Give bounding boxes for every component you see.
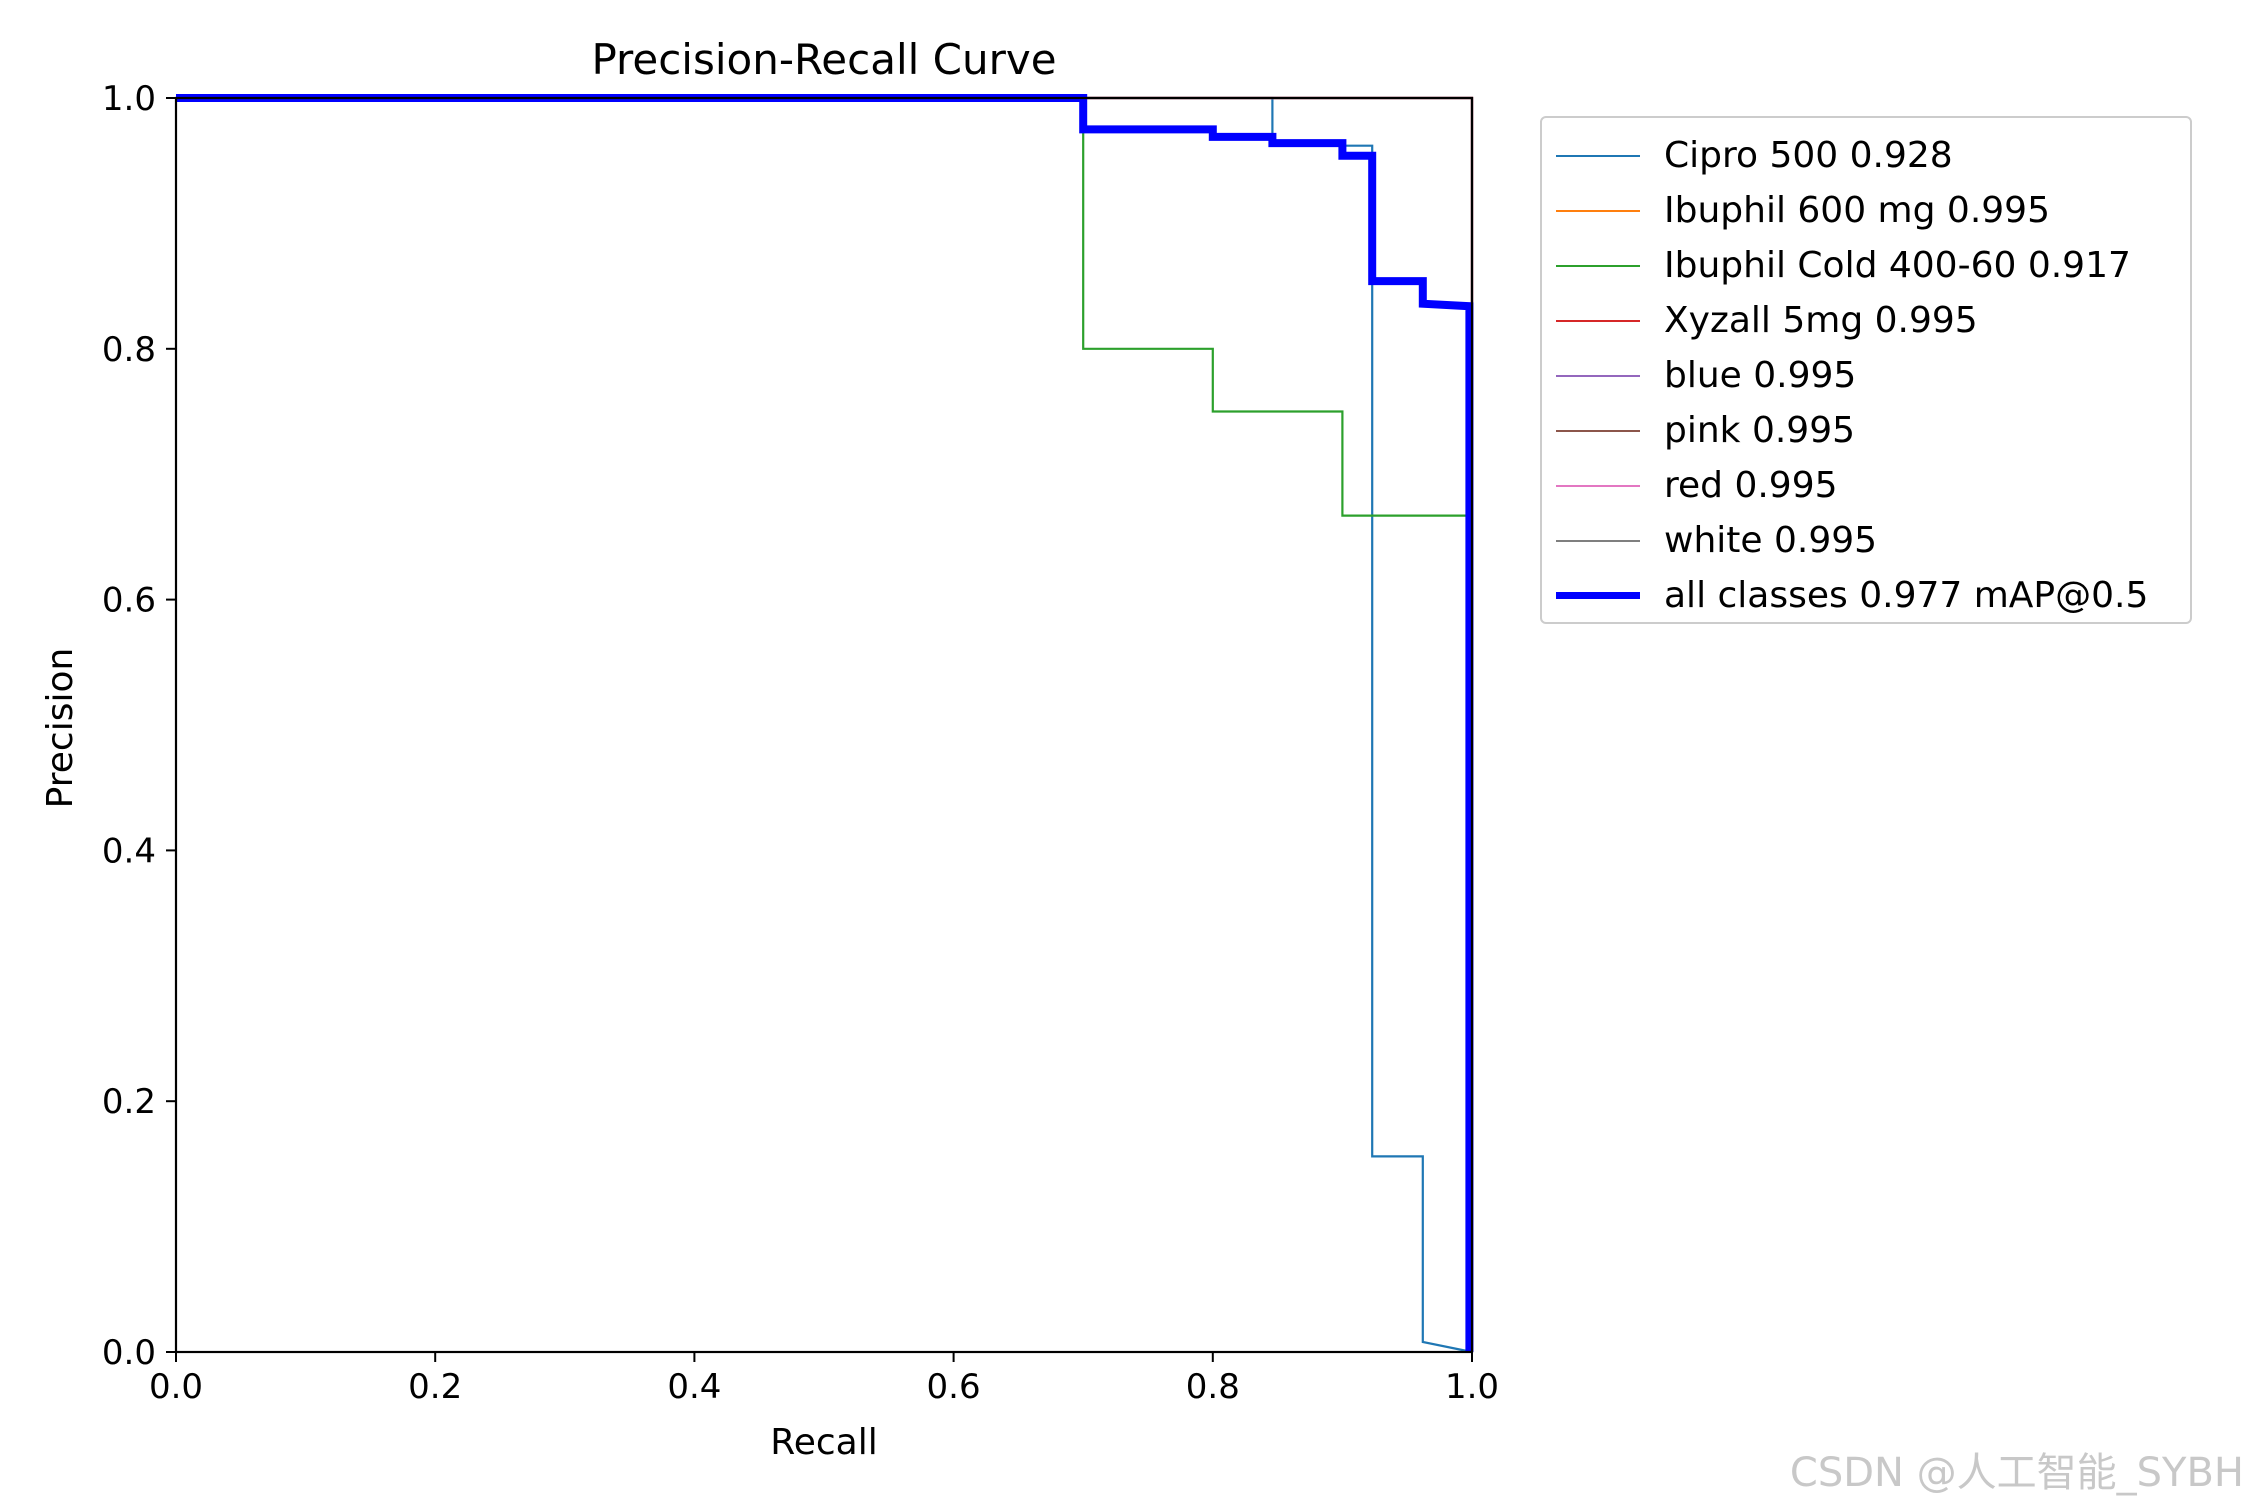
series-line-5	[176, 96, 1474, 1352]
legend-label: pink 0.995	[1664, 410, 1856, 451]
legend-swatch	[1556, 265, 1640, 267]
legend: Cipro 500 0.928 Ibuphil 600 mg 0.995 Ibuph…	[1540, 116, 2192, 624]
x-tick-label: 0.8	[1186, 1367, 1240, 1407]
series-line-1	[176, 96, 1474, 1352]
series-line-2	[176, 96, 1474, 1352]
legend-swatch	[1556, 155, 1640, 157]
legend-item: all classes 0.977 mAP@0.5	[1542, 568, 2190, 623]
x-tick-label: 1.0	[1445, 1367, 1499, 1407]
legend-label: red 0.995	[1664, 465, 1838, 506]
legend-label: blue 0.995	[1664, 355, 1857, 396]
legend-swatch	[1556, 320, 1640, 322]
legend-item: white 0.995	[1542, 513, 2190, 568]
legend-item: Cipro 500 0.928	[1542, 128, 2190, 183]
y-tick-label: 0.8	[102, 330, 156, 370]
chart-title: Precision-Recall Curve	[591, 35, 1056, 84]
legend-label: white 0.995	[1664, 520, 1878, 561]
y-tick-label: 1.0	[102, 79, 156, 119]
legend-swatch	[1556, 485, 1640, 487]
series-line-0	[176, 96, 1473, 1354]
series-line-6	[176, 96, 1474, 1352]
legend-label: Ibuphil 600 mg 0.995	[1664, 190, 2050, 231]
y-tick-label: 0.0	[102, 1333, 156, 1373]
legend-item: pink 0.995	[1542, 403, 2190, 458]
legend-item: Ibuphil Cold 400-60 0.917	[1542, 238, 2190, 293]
y-axis-label: Precision	[40, 648, 81, 809]
y-tick-label: 0.2	[102, 1082, 156, 1122]
y-tick-label: 0.6	[102, 581, 156, 621]
x-tick-label: 0.2	[408, 1367, 462, 1407]
y-tick-label: 0.4	[102, 831, 156, 871]
series-layer	[176, 94, 1474, 1354]
x-tick-label: 0.4	[667, 1367, 721, 1407]
legend-label: Ibuphil Cold 400-60 0.917	[1664, 245, 2131, 286]
legend-item: red 0.995	[1542, 458, 2190, 513]
x-axis-label: Recall	[770, 1422, 877, 1463]
series-line-4	[176, 96, 1474, 1352]
legend-item: Ibuphil 600 mg 0.995	[1542, 183, 2190, 238]
legend-swatch	[1556, 430, 1640, 432]
legend-label: Xyzall 5mg 0.995	[1664, 300, 1978, 341]
legend-swatch	[1556, 375, 1640, 377]
y-axis: 0.0 0.2 0.4 0.6 0.8 1.0	[102, 79, 176, 1373]
legend-item: Xyzall 5mg 0.995	[1542, 293, 2190, 348]
watermark: CSDN @人工智能_SYBH	[1789, 1450, 2244, 1496]
series-line-7	[176, 96, 1474, 1352]
x-tick-label: 0.0	[149, 1367, 203, 1407]
legend-swatch	[1556, 210, 1640, 212]
x-axis: 0.0 0.2 0.4 0.6 0.8 1.0	[149, 1352, 1499, 1407]
legend-label: all classes 0.977 mAP@0.5	[1664, 575, 2149, 616]
plot-frame	[174, 96, 1474, 1354]
series-line-3	[176, 96, 1474, 1352]
x-tick-label: 0.6	[927, 1367, 981, 1407]
legend-swatch	[1556, 540, 1640, 542]
legend-swatch	[1556, 592, 1640, 599]
legend-label: Cipro 500 0.928	[1664, 135, 1953, 176]
series-line-8	[176, 94, 1474, 1352]
legend-item: blue 0.995	[1542, 348, 2190, 403]
